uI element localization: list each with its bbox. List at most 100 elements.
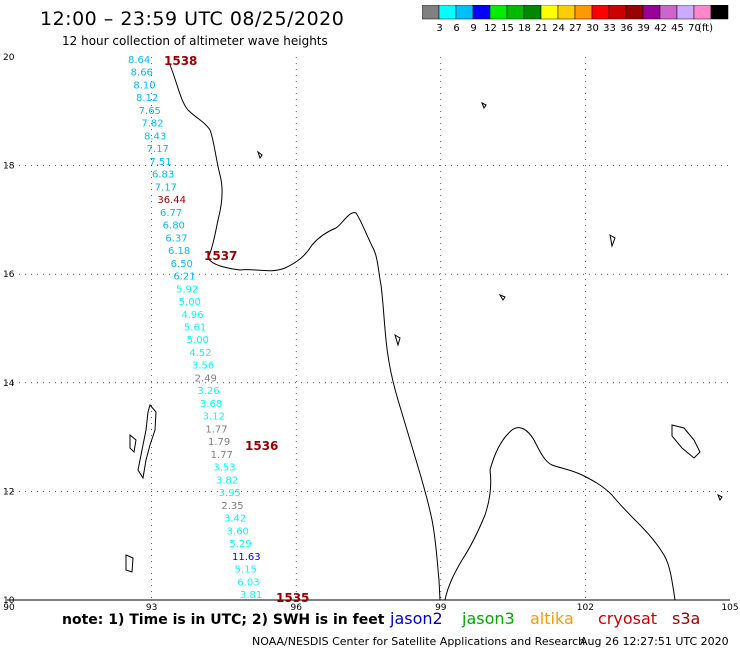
x-tick-label: 96 [290, 603, 302, 613]
wave-height-label: 6.03 [237, 577, 259, 588]
wave-height-label: 3.26 [197, 386, 219, 397]
wave-height-label: 3.81 [240, 590, 262, 601]
wave-height-label: 1.79 [208, 437, 230, 448]
pass-time-label: 1536 [245, 439, 278, 453]
satellite-cryosat: cryosat [598, 609, 658, 628]
y-tick-label: 20 [3, 53, 15, 63]
wave-height-label: 2.49 [195, 373, 217, 384]
generated-timestamp: Aug 26 12:27:51 UTC 2020 [580, 635, 729, 648]
x-tick-label: 90 [3, 603, 15, 613]
y-tick-label: 18 [3, 162, 15, 172]
wave-height-label: 6.83 [152, 170, 174, 181]
satellite-altika: altika [530, 609, 574, 628]
x-tick-label: 105 [721, 603, 738, 613]
satellite-jason2: jason2 [390, 609, 443, 628]
wave-height-label: 3.82 [216, 475, 238, 486]
wave-height-label: 5.00 [187, 335, 209, 346]
wave-height-label: 3.60 [227, 526, 249, 537]
colorbar-label: 12 [484, 23, 497, 34]
coastline-west [169, 64, 441, 601]
colorbar-label: 21 [535, 23, 548, 34]
wave-height-label: 3.68 [200, 399, 222, 410]
wave-height-label: 5.92 [176, 284, 198, 295]
wave-height-label: 3.56 [192, 361, 214, 372]
pass-time-label: 1535 [276, 591, 309, 605]
colorbar-label: 30 [586, 23, 599, 34]
wave-height-label: 6.21 [173, 272, 195, 283]
colorbar-label: 6 [453, 23, 459, 34]
colorbar-label: 24 [552, 23, 565, 34]
island-outline [671, 424, 701, 459]
island-outline [498, 293, 506, 301]
coastline-east [444, 427, 676, 601]
wave-height-label: 7.17 [155, 182, 177, 193]
island-outline [125, 554, 134, 573]
wave-height-label: 3.42 [224, 514, 246, 525]
colorbar-label: 15 [501, 23, 514, 34]
colorbar-label: 39 [637, 23, 650, 34]
wave-height-label: 5.15 [235, 565, 257, 576]
wave-height-label: 6.77 [160, 208, 182, 219]
colorbar-label: 18 [518, 23, 531, 34]
island-outline [129, 433, 137, 454]
wave-height-label: 36.44 [157, 195, 186, 206]
colorbar-label: 45 [671, 23, 684, 34]
colorbar-label: 36 [620, 23, 633, 34]
color-legend: 3 6 9 12 15 18 21 24 27 30 33 36 39 42 45 70(ft) [422, 5, 729, 34]
island-outline [717, 493, 723, 502]
colorbar-label: 27 [569, 23, 582, 34]
wave-height-label: 3.95 [219, 488, 241, 499]
y-tick-label: 12 [3, 487, 14, 497]
wave-height-label: 8.64 [128, 55, 150, 66]
wave-height-label: 6.18 [168, 246, 190, 257]
island-outline [137, 403, 157, 480]
satellite-jason3: jason3 [462, 609, 515, 628]
page-title: 12:00 – 23:59 UTC 08/25/2020 [40, 8, 345, 30]
wave-height-label: 8.12 [136, 93, 158, 104]
y-tick-label: 14 [3, 379, 15, 389]
x-tick-label: 102 [577, 603, 594, 613]
footer-note: note: 1) Time is in UTC; 2) SWH is in fe… [62, 612, 385, 628]
wave-height-label: 4.96 [181, 310, 203, 321]
wave-height-label: 6.50 [171, 259, 193, 270]
wave-height-label: 3.12 [203, 412, 225, 423]
page-subtitle: 12 hour collection of altimeter wave hei… [62, 34, 328, 48]
island-outline [481, 101, 487, 110]
colorbar-label: 42 [654, 23, 667, 34]
y-tick-label: 16 [3, 270, 15, 280]
wave-height-label: 8.66 [131, 68, 153, 79]
wave-height-label: 5.00 [179, 297, 201, 308]
colorbar-label: 70 [688, 23, 701, 34]
colorbar-unit: (ft) [698, 23, 713, 34]
wave-height-label: 7.17 [147, 144, 169, 155]
wave-height-label: 7.82 [141, 119, 163, 130]
wave-height-label: 7.65 [139, 106, 161, 117]
wave-height-label: 7.51 [149, 157, 171, 168]
island-outline [394, 333, 401, 347]
wave-height-label: 8.43 [144, 131, 166, 142]
wave-height-label: 6.80 [163, 221, 185, 232]
colorbar-label: 3 [436, 23, 442, 34]
pass-time-label: 1537 [204, 249, 237, 263]
wave-height-label: 6.37 [165, 233, 187, 244]
wave-height-label: 11.63 [232, 552, 261, 563]
credit-line: NOAA/NESDIS Center for Satellite Applica… [252, 635, 586, 648]
wave-height-label: 1.77 [211, 450, 233, 461]
satellite-s3a: s3a [672, 609, 701, 628]
colorbar-label: 9 [470, 23, 476, 34]
wave-height-label: 5.29 [229, 539, 251, 550]
wave-height-label: 3.53 [213, 463, 235, 474]
y-tick-label: 10 [3, 596, 15, 606]
wave-height-label: 4.52 [189, 348, 211, 359]
wave-height-label: 1.77 [205, 424, 227, 435]
x-tick-label: 99 [435, 603, 447, 613]
wave-height-label: 2.35 [221, 501, 243, 512]
island-outline [257, 150, 263, 160]
colorbar-swatch [710, 5, 729, 20]
colorbar-label: 33 [603, 23, 616, 34]
wave-height-label: 8.10 [133, 80, 155, 91]
wave-height-label: 5.61 [184, 323, 206, 334]
island-outline [609, 234, 616, 248]
pass-time-label: 1538 [164, 54, 197, 68]
